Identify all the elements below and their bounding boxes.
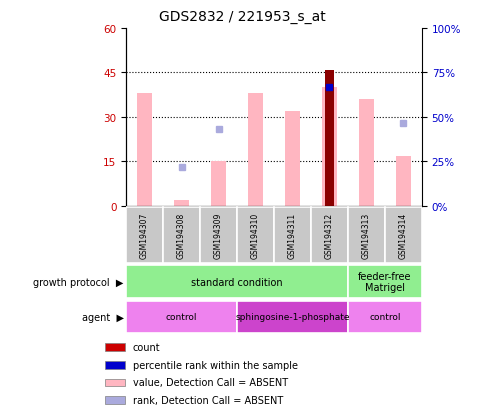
Text: GSM194309: GSM194309	[213, 212, 223, 259]
Bar	[126, 266, 347, 298]
Bar	[211, 162, 226, 206]
Bar	[385, 207, 421, 264]
Bar	[325, 70, 333, 206]
Bar	[106, 361, 125, 369]
Text: control: control	[368, 313, 400, 321]
Bar	[395, 156, 410, 206]
Text: GDS2832 / 221953_s_at: GDS2832 / 221953_s_at	[159, 10, 325, 24]
Text: GSM194314: GSM194314	[398, 212, 407, 259]
Bar	[106, 396, 125, 404]
Bar	[237, 207, 273, 264]
Text: standard condition: standard condition	[191, 277, 282, 287]
Text: growth protocol  ▶: growth protocol ▶	[33, 277, 123, 287]
Bar	[348, 266, 421, 298]
Text: rank, Detection Call = ABSENT: rank, Detection Call = ABSENT	[133, 395, 283, 405]
Text: control: control	[166, 313, 197, 321]
Bar	[237, 301, 347, 333]
Bar	[200, 207, 236, 264]
Text: GSM194308: GSM194308	[177, 212, 186, 259]
Bar	[137, 94, 151, 206]
Text: feeder-free
Matrigel: feeder-free Matrigel	[358, 271, 411, 293]
Text: GSM194310: GSM194310	[251, 212, 259, 259]
Bar	[321, 88, 336, 206]
Bar	[285, 112, 299, 206]
Bar	[248, 94, 262, 206]
Text: value, Detection Call = ABSENT: value, Detection Call = ABSENT	[133, 377, 287, 387]
Bar	[126, 207, 162, 264]
Text: GSM194307: GSM194307	[140, 212, 149, 259]
Text: agent  ▶: agent ▶	[81, 312, 123, 322]
Bar	[358, 100, 373, 206]
Text: GSM194313: GSM194313	[361, 212, 370, 259]
Text: percentile rank within the sample: percentile rank within the sample	[133, 360, 297, 370]
Bar	[311, 207, 347, 264]
Bar	[163, 207, 199, 264]
Text: GSM194312: GSM194312	[324, 212, 333, 259]
Bar	[348, 207, 384, 264]
Bar	[106, 379, 125, 387]
Bar	[126, 301, 236, 333]
Text: count: count	[133, 342, 160, 352]
Bar	[274, 207, 310, 264]
Bar	[106, 344, 125, 351]
Bar	[348, 301, 421, 333]
Bar	[174, 201, 189, 206]
Text: GSM194311: GSM194311	[287, 212, 296, 259]
Text: sphingosine-1-phosphate: sphingosine-1-phosphate	[235, 313, 349, 321]
